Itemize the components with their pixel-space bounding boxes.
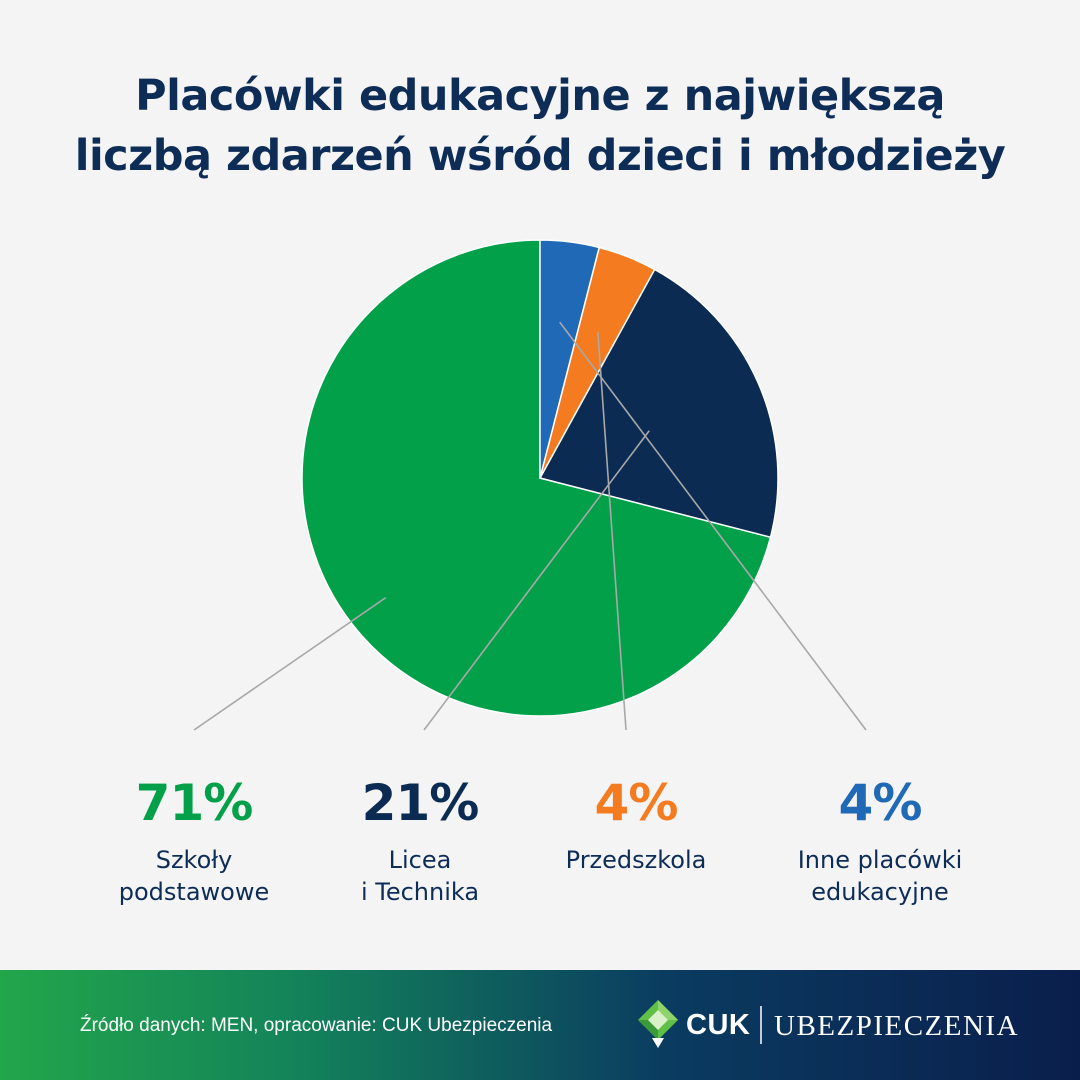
cuk-diamond-icon [638, 1000, 678, 1048]
leader-line-szkoly-podstawowe [193, 596, 387, 731]
category-label-licea-i-technika-line-2: i Technika [360, 878, 480, 906]
footer-bar: Źródło danych: MEN, opracowanie: CUK Ube… [0, 970, 1080, 1080]
leader-line-inne-placowki [559, 321, 867, 731]
category-label-przedszkola: Przedszkola [565, 846, 707, 874]
chart-title: Placówki edukacyjne z największą liczbą … [0, 66, 1080, 186]
value-label-przedszkola: 4% [594, 774, 679, 832]
value-label-szkoly-podstawowe: 71% [135, 774, 254, 832]
leader-line-licea-i-technika [423, 430, 650, 731]
pie-chart [193, 239, 867, 731]
pie-slice-inne-placowki [539, 239, 601, 479]
legend-item-inne-placowki: 4% Inne placówki edukacyjne [750, 772, 1010, 908]
legend-item-szkoly-podstawowe: 71% Szkoły podstawowe [64, 772, 324, 908]
logo-text-cuk: CUK [686, 1009, 751, 1041]
legend-item-licea-i-technika: 21% Licea i Technika [290, 772, 550, 908]
category-label-szkoly-podstawowe-line-1: Szkoły [155, 846, 233, 874]
pie-slice-szkoly-podstawowe [301, 239, 772, 717]
logo-text-ubezpieczenia: UBEZPIECZENIA [774, 1010, 1020, 1042]
pie-slice-licea-i-technika [538, 268, 779, 539]
value-label-inne-placowki: 4% [838, 774, 923, 832]
chart-title-line-1: Placówki edukacyjne z największą [135, 71, 945, 121]
value-label-licea-i-technika: 21% [361, 774, 480, 832]
leader-line-przedszkola [597, 331, 627, 731]
category-label-szkoly-podstawowe-line-2: podstawowe [118, 878, 270, 906]
logo-divider [760, 1006, 762, 1044]
chart-title-line-2: liczbą zdarzeń wśród dzieci i młodzieży [74, 131, 1006, 181]
source-note: Źródło danych: MEN, opracowanie: CUK Ube… [80, 1015, 553, 1036]
category-label-inne-placowki-line-1: Inne placówki [797, 846, 963, 874]
category-label-inne-placowki-line-2: edukacyjne [811, 878, 949, 906]
legend-item-przedszkola: 4% Przedszkola [506, 772, 766, 876]
category-label-licea-i-technika-line-1: Licea [388, 846, 452, 874]
